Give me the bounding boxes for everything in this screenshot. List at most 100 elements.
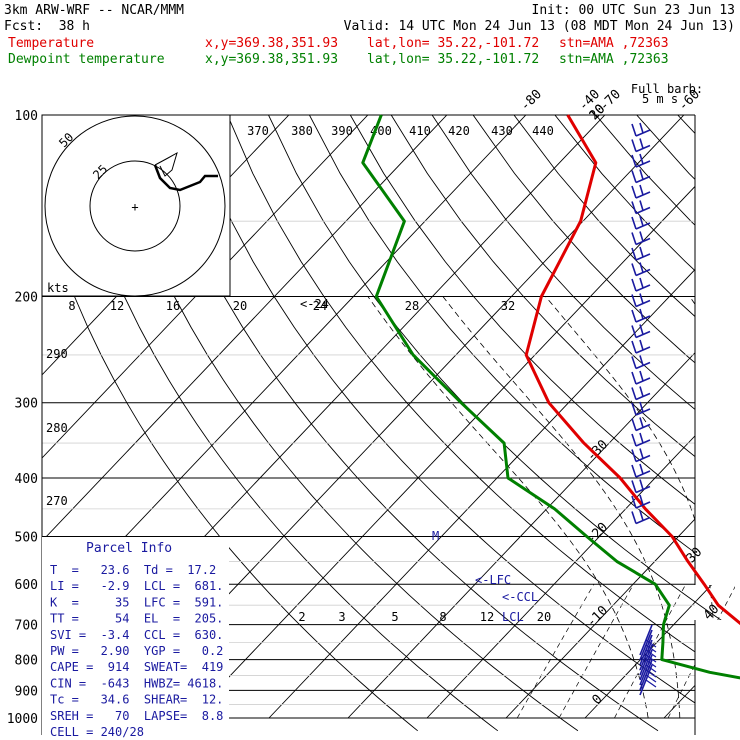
dry-adiabat-line: [390, 115, 735, 732]
dry-adiabat-line: [472, 115, 735, 732]
theta-label-left: 280: [46, 421, 68, 435]
dry-adiabat-line: [63, 115, 499, 732]
isotherm-line: [584, 115, 735, 719]
isotherm-label: -80: [518, 87, 545, 114]
temperature-station: stn=AMA ,72363: [559, 36, 669, 51]
wind-barb-flag: [631, 387, 637, 400]
pressure-label-200: 200: [15, 291, 38, 306]
isotherm-line: [189, 115, 735, 719]
wind-barb-flag: [639, 339, 644, 351]
theta-label-top: 380: [291, 124, 313, 138]
temperature-legend: Temperature: [8, 36, 94, 51]
mixing-ratio-label: 2: [298, 610, 305, 624]
wind-barb-flag: [631, 433, 637, 447]
dewpoint-xy: x,y=369.38,351.93: [205, 52, 338, 67]
wind-barb-flag: [631, 340, 637, 354]
wind-barb-flag: [631, 449, 637, 462]
wind-barbs: [631, 122, 657, 696]
wind-barb-flag: [631, 309, 637, 323]
temperature-trace: [524, 114, 740, 626]
parcel-info-title: Parcel Info: [86, 541, 172, 556]
dewpoint-latlon: lat,lon= 35.22,-101.72: [367, 52, 539, 67]
wind-barb-flag: [631, 325, 637, 338]
wind-barb-flag: [631, 402, 637, 416]
model-title: 3km ARW-WRF -- NCAR/MMM: [4, 3, 184, 18]
wind-barb-flag: [631, 185, 637, 199]
moist-adiabat-line: [442, 296, 681, 719]
wind-barb-flag: [639, 417, 644, 428]
dewpoint-legend: Dewpoint temperature: [8, 52, 165, 67]
theta-label-top: 430: [491, 124, 513, 138]
isotherm-line: [347, 115, 735, 719]
wind-barb-flag: [645, 654, 657, 663]
isotherm-line: [42, 115, 448, 719]
pressure-label-900: 900: [15, 684, 38, 699]
wind-barb-flag: [639, 494, 644, 506]
wind-barb-flag: [639, 324, 644, 335]
parcel-info-row: CELL = 240/28: [50, 725, 144, 739]
moist-adiabat-label: 24: [313, 299, 327, 313]
wind-barb-flag: [639, 448, 644, 459]
moist-adiabat-label: 12: [110, 299, 124, 313]
theta-label-left: 290: [46, 347, 68, 361]
wind-barb-flag: [645, 679, 657, 688]
wind-barb-flag: [639, 308, 644, 320]
wind-barb-flag: [645, 659, 657, 668]
wind-barb-flag: [639, 293, 644, 304]
isotherm-label: -30: [584, 437, 611, 464]
wind-barb-flag: [639, 401, 644, 413]
dry-adiabat-line: [42, 115, 418, 732]
wind-barb-flag: [639, 200, 644, 211]
parcel-info-row: CAPE = 914 SWEAT= 419: [50, 660, 223, 674]
mixing-ratio-label: 3: [338, 610, 345, 624]
wind-barb-flag: [639, 138, 644, 149]
parcel-info-row: PW = 2.90 YGP = 0.2: [50, 644, 223, 658]
wind-legend-line2: 5 m s: [642, 92, 678, 106]
mixing-ratio-label: 20: [537, 610, 551, 624]
wind-barb-flag: [639, 277, 644, 289]
parcel-info-row: SVI = -3.4 CCL = 630.: [50, 628, 223, 642]
mixing-ratio-label: 5: [391, 610, 398, 624]
dry-adiabat-line: [186, 115, 735, 732]
wind-barb-flag: [631, 263, 637, 276]
moist-adiabat-label: 20: [233, 299, 247, 313]
wind-barb-flag: [631, 495, 637, 509]
pressure-label-300: 300: [15, 397, 38, 412]
wind-barb-flag: [631, 511, 637, 524]
theta-label-left: 270: [46, 494, 68, 508]
isotherm-label: -20: [584, 520, 611, 547]
dry-adiabat-line: [104, 115, 579, 732]
wind-barb-flag: [645, 669, 657, 678]
wind-barb-flag: [631, 201, 637, 214]
dry-adiabat-line: [513, 115, 735, 732]
wind-barb-flag: [631, 123, 637, 137]
parcel-info-row: SREH = 70 LAPSE= 8.8: [50, 709, 223, 723]
moist-adiabat-label: 32: [501, 299, 515, 313]
lfc-marker: <-LFC: [475, 573, 511, 587]
moist-adiabat-label: 16: [166, 299, 180, 313]
wind-barb-flag: [645, 644, 657, 653]
moist-adiabat-line: [367, 296, 649, 719]
wind-barb-flag: [639, 479, 644, 490]
wind-barb-flag: [645, 649, 657, 658]
el-marker: M: [432, 529, 439, 543]
wind-barb-flag: [631, 139, 637, 152]
isotherm-label: 30: [684, 545, 706, 567]
theta-label-top: 440: [532, 124, 554, 138]
hodograph-trace: [153, 164, 218, 192]
mixing-ratio-line: [667, 584, 735, 719]
hodograph-center: +: [131, 200, 138, 214]
valid-time: Valid: 14 UTC Mon 24 Jun 13 (08 MDT Mon …: [344, 19, 735, 34]
wind-barb-flag: [639, 231, 644, 242]
wind-barb-flag: [645, 674, 657, 683]
wind-barb-flag: [639, 169, 644, 180]
hodograph-ring-50: [44, 115, 226, 297]
lcl-marker: LCL: [502, 610, 524, 624]
theta-label-top: 370: [247, 124, 269, 138]
wind-barb-flag: [631, 480, 637, 493]
wind-barb-flag: [639, 510, 644, 521]
freezing-marker: <-24: [300, 297, 329, 311]
pressure-label-100: 100: [15, 109, 38, 124]
wind-barb-flag: [639, 122, 644, 134]
